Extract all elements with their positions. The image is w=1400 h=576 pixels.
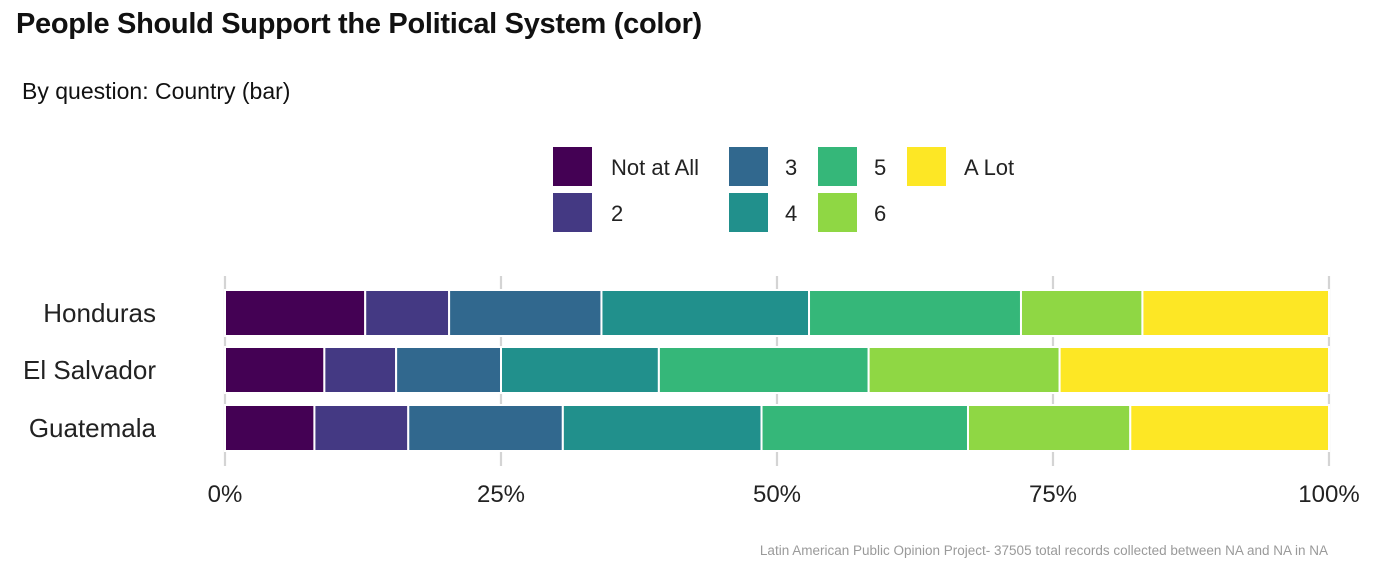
bar-segment <box>313 404 410 452</box>
bar-segment <box>1058 346 1331 394</box>
x-tick-label: 0% <box>208 481 243 508</box>
legend-swatch <box>553 147 592 186</box>
bar-segment <box>323 346 398 394</box>
bar-segment <box>224 289 367 337</box>
legend-label: 4 <box>785 201 797 226</box>
bar-segment <box>448 289 603 337</box>
bar-segment <box>500 346 660 394</box>
bar-segment <box>395 346 502 394</box>
x-tick-label: 100% <box>1298 481 1359 508</box>
bar-segment <box>657 346 870 394</box>
bar-segment <box>364 289 451 337</box>
bar-segment <box>867 346 1061 394</box>
x-tick-label: 75% <box>1029 481 1077 508</box>
legend-swatch <box>729 147 768 186</box>
legend-label: 3 <box>785 155 797 180</box>
x-tick-label: 25% <box>477 481 525 508</box>
legend-label: 2 <box>611 201 623 226</box>
bar-segment <box>561 404 763 452</box>
chart-title: People Should Support the Political Syst… <box>16 8 702 40</box>
legend-swatch <box>818 147 857 186</box>
legend-label: 5 <box>874 155 886 180</box>
bar-segment <box>600 289 811 337</box>
bar-segment <box>808 289 1022 337</box>
legend-swatch <box>818 193 857 232</box>
legend-swatch <box>553 193 592 232</box>
chart-caption: Latin American Public Opinion Project- 3… <box>759 543 1328 558</box>
chart-subtitle: By question: Country (bar) <box>22 78 291 104</box>
legend-label: A Lot <box>964 155 1014 180</box>
legend-swatch <box>907 147 946 186</box>
bar-segment <box>407 404 564 452</box>
bar-segment <box>224 404 316 452</box>
legend-swatch <box>729 193 768 232</box>
y-category-label: Guatemala <box>29 413 157 443</box>
y-category-label: Honduras <box>43 298 156 328</box>
y-category-label: El Salvador <box>23 355 156 385</box>
bar-segment <box>1129 404 1331 452</box>
bar-segment <box>224 346 326 394</box>
bar-segment <box>1141 289 1330 337</box>
legend-label: 6 <box>874 201 886 226</box>
bar-segment <box>966 404 1132 452</box>
bar-segment <box>1019 289 1144 337</box>
legend-label: Not at All <box>611 155 699 180</box>
bar-segment <box>760 404 969 452</box>
x-tick-label: 50% <box>753 481 801 508</box>
